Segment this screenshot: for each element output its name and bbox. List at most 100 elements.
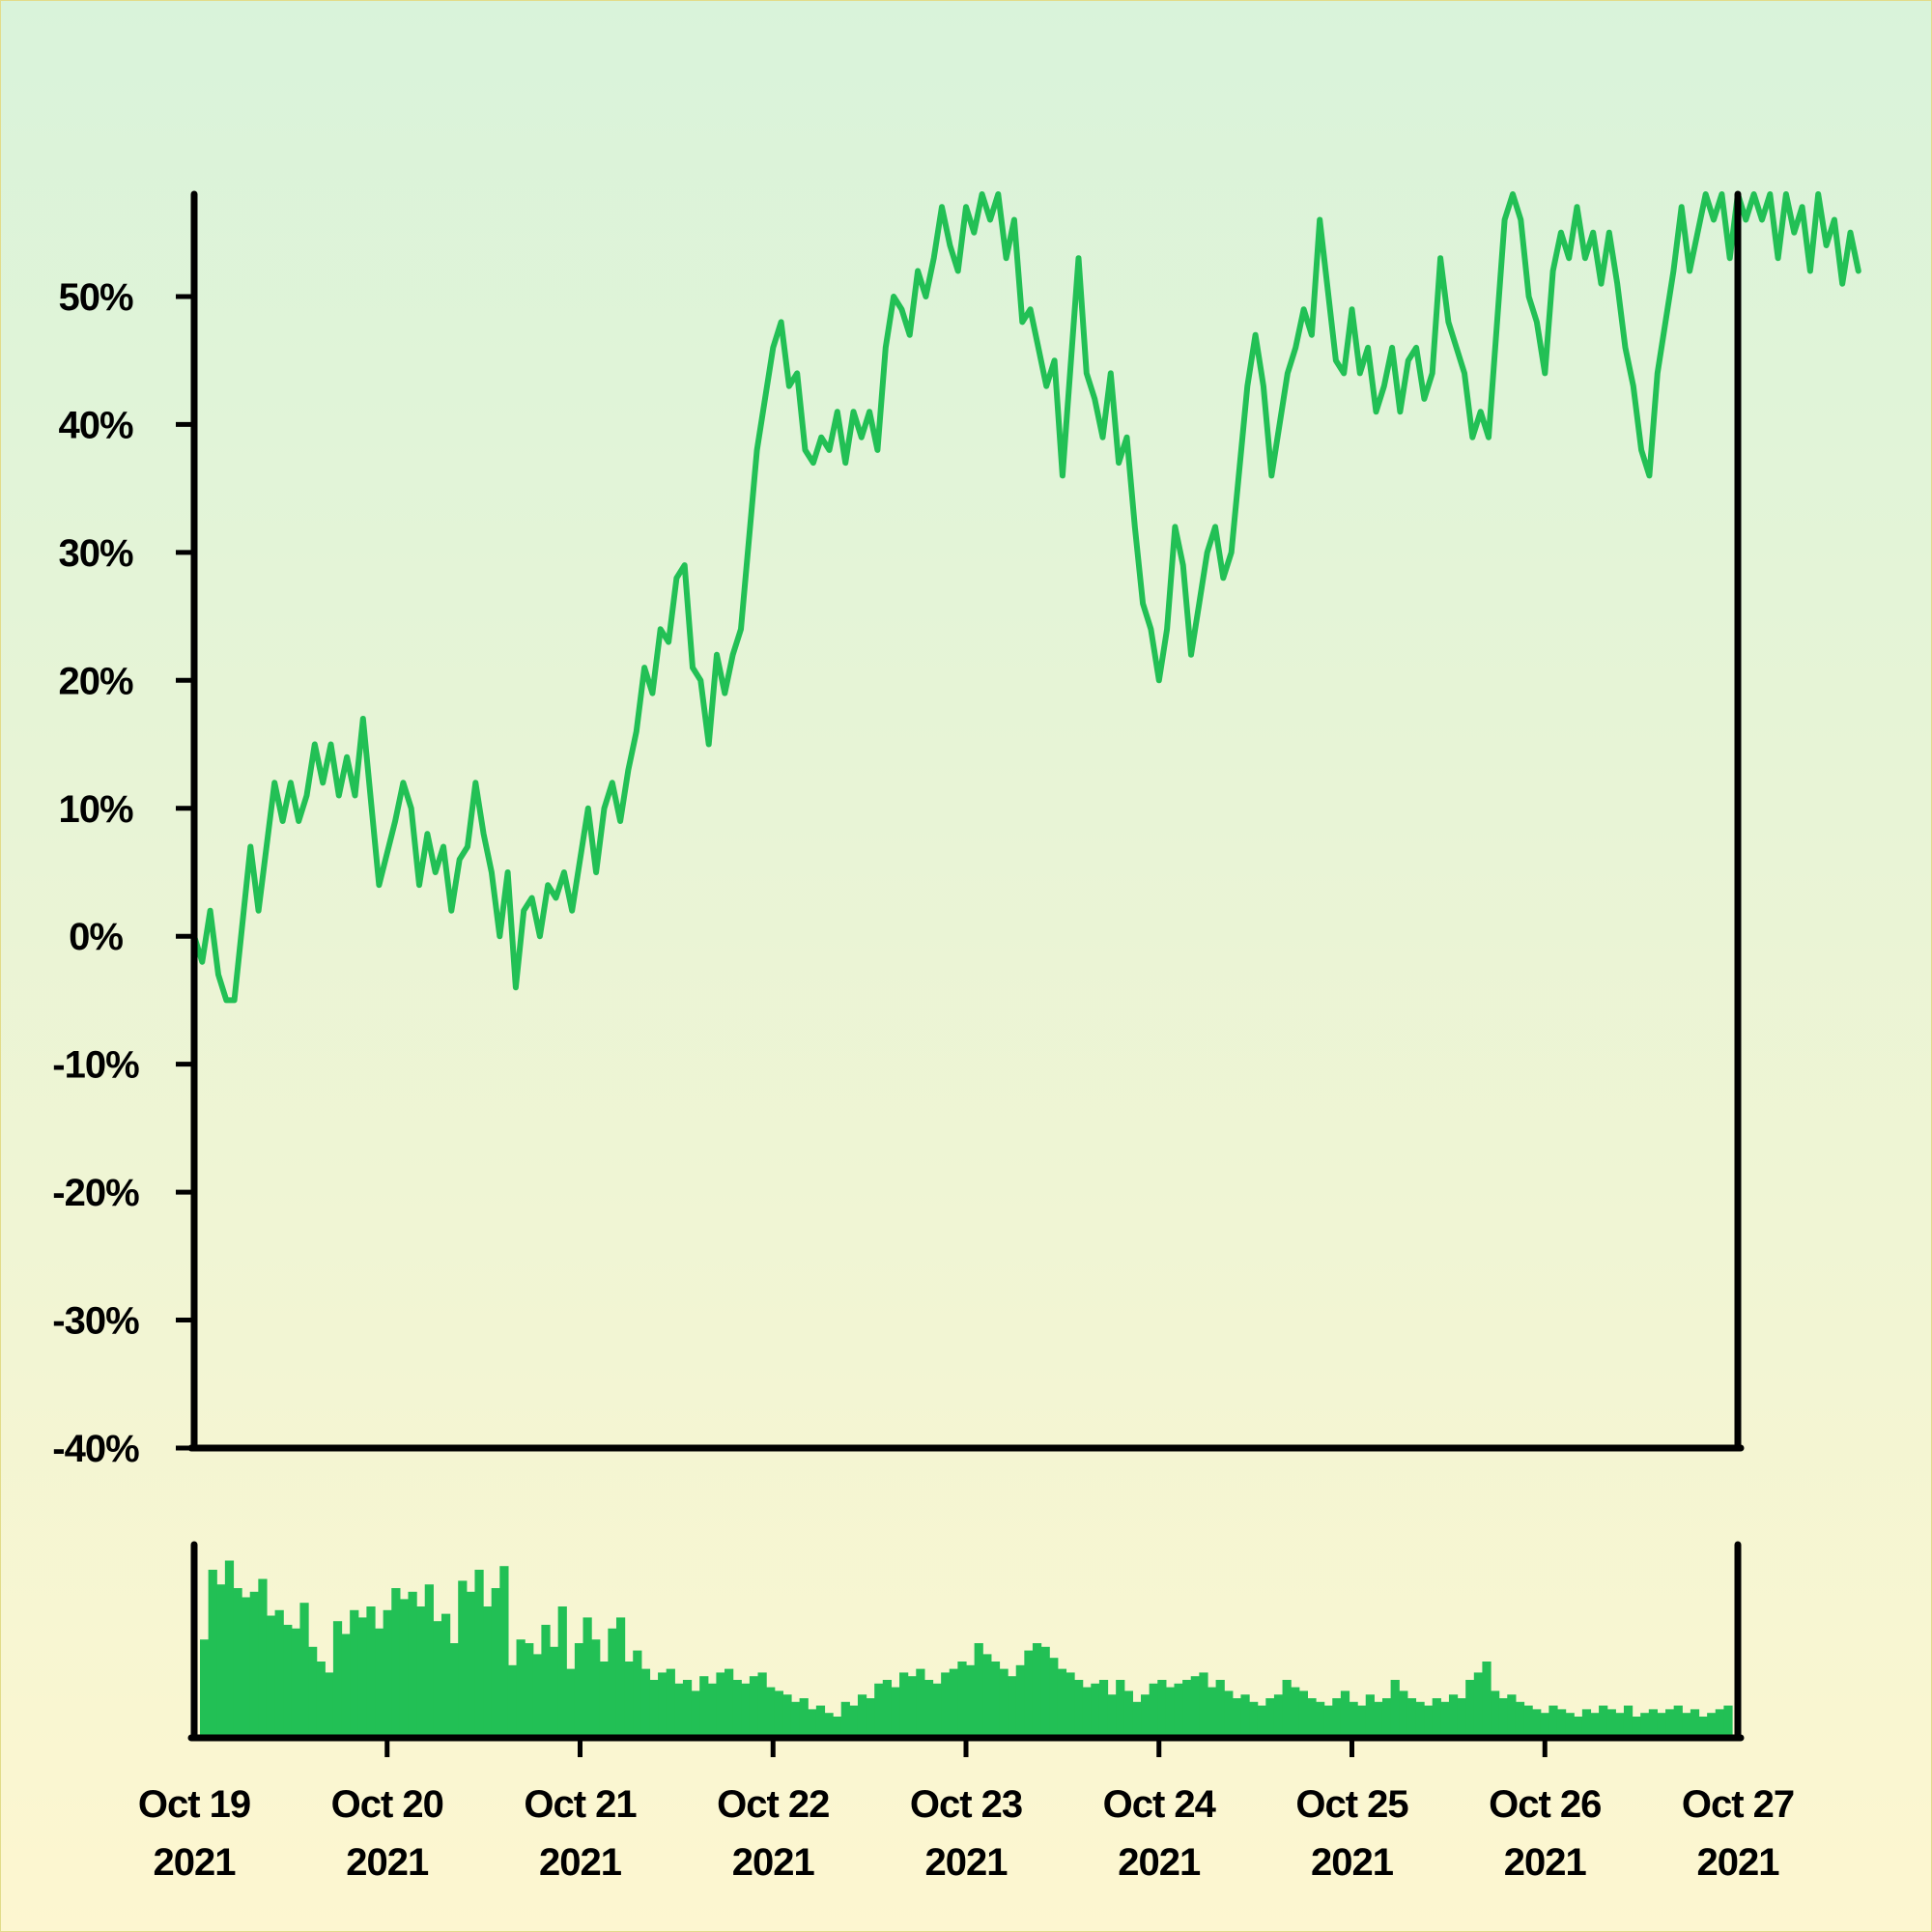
- volume-bar: [824, 1713, 834, 1735]
- volume-bar: [741, 1683, 751, 1735]
- y-tick-label: 0%: [69, 916, 123, 958]
- volume-bar: [375, 1628, 384, 1735]
- volume-bar: [882, 1680, 893, 1735]
- y-tick-label: 50%: [58, 276, 132, 319]
- volume-bar: [433, 1621, 442, 1735]
- volume-bar: [766, 1687, 776, 1735]
- volume-bar: [316, 1662, 326, 1735]
- volume-bar: [707, 1683, 718, 1735]
- volume-bar: [458, 1580, 468, 1735]
- volume-bar: [233, 1588, 242, 1735]
- volume-bar: [649, 1680, 659, 1735]
- volume-bar: [1540, 1713, 1549, 1735]
- volume-bar: [815, 1705, 826, 1735]
- volume-bar: [357, 1617, 367, 1735]
- volume-bar: [1440, 1701, 1450, 1735]
- volume-bar: [916, 1668, 925, 1735]
- volume-bar: [1332, 1698, 1342, 1735]
- volume-bar: [266, 1615, 276, 1735]
- y-axis-ticks: 50% 40% 30% 20% 10% 0% -10% -20% -30% -40%: [52, 276, 194, 1470]
- volume-bar: [424, 1584, 434, 1735]
- volume-bar: [1123, 1690, 1133, 1735]
- y-tick-label: 40%: [58, 404, 132, 446]
- volume-bar: [1024, 1650, 1034, 1735]
- volume-bar: [749, 1676, 759, 1735]
- volume-bar: [999, 1668, 1009, 1735]
- volume-bar: [633, 1650, 642, 1735]
- volume-bar: [1615, 1713, 1625, 1735]
- x-tick-year: 2021: [925, 1841, 1009, 1884]
- volume-bar: [440, 1613, 451, 1735]
- x-tick-label: Oct 23: [910, 1783, 1022, 1826]
- volume-bar: [1249, 1701, 1259, 1735]
- volume-bar: [1132, 1701, 1142, 1735]
- volume-bar: [249, 1591, 259, 1735]
- y-tick-label: 30%: [58, 532, 132, 575]
- volume-bar: [1082, 1687, 1092, 1735]
- y-tick-label: -20%: [52, 1172, 139, 1214]
- x-tick-year: 2021: [1311, 1841, 1394, 1884]
- volume-bar: [790, 1701, 801, 1735]
- x-tick-year: 2021: [154, 1841, 237, 1884]
- volume-bar: [1032, 1643, 1042, 1735]
- volume-bar: [1548, 1705, 1558, 1735]
- volume-bar: [483, 1606, 493, 1735]
- volume-bar: [716, 1672, 725, 1735]
- volume-bar: [1291, 1687, 1300, 1735]
- volume-bar: [1690, 1709, 1700, 1735]
- volume-bar: [1323, 1705, 1333, 1735]
- volume-bar: [1040, 1646, 1050, 1735]
- volume-bar: [408, 1591, 417, 1735]
- volume-bar: [1199, 1672, 1208, 1735]
- volume-bar: [1465, 1680, 1475, 1735]
- volume-bar: [674, 1683, 684, 1735]
- volume-bar: [341, 1634, 351, 1735]
- volume-bar: [982, 1654, 992, 1735]
- volume-bar: [1574, 1717, 1583, 1735]
- volume-bar: [624, 1662, 634, 1735]
- volume-bar: [1698, 1717, 1708, 1735]
- volume-bar: [891, 1687, 900, 1735]
- volume-bar: [808, 1709, 817, 1735]
- volume-bar: [1008, 1676, 1017, 1735]
- volume-bar: [1498, 1698, 1508, 1735]
- volume-bar: [574, 1643, 584, 1735]
- volume-bar: [1316, 1701, 1325, 1735]
- volume-bar: [1065, 1672, 1075, 1735]
- volume-bar: [399, 1599, 410, 1735]
- volume-bar: [1507, 1694, 1517, 1735]
- volume-bar: [525, 1643, 534, 1735]
- x-tick-year: 2021: [732, 1841, 815, 1884]
- volume-bar: [1340, 1690, 1350, 1735]
- volume-bar: [1273, 1694, 1284, 1735]
- volume-bar: [1224, 1690, 1234, 1735]
- y-tick-label: -30%: [52, 1300, 139, 1343]
- volume-bar: [774, 1690, 783, 1735]
- volume-bar: [1307, 1698, 1317, 1735]
- volume-bar: [332, 1621, 343, 1735]
- volume-bar: [1149, 1683, 1158, 1735]
- volume-bar: [1174, 1683, 1183, 1735]
- volume-bar: [1207, 1687, 1217, 1735]
- volume-bar: [283, 1625, 293, 1735]
- volume-bar: [1282, 1680, 1292, 1735]
- volume-bar: [1424, 1705, 1434, 1735]
- volume-bar: [1365, 1694, 1375, 1735]
- volume-bar: [1432, 1698, 1441, 1735]
- volume-bar: [1116, 1680, 1125, 1735]
- x-tick-year: 2021: [1504, 1841, 1587, 1884]
- volume-bar: [799, 1698, 809, 1735]
- volume-bar: [258, 1578, 268, 1735]
- volume-bar: [350, 1609, 359, 1735]
- volume-bar: [1049, 1658, 1059, 1735]
- volume-bar: [615, 1617, 626, 1735]
- volume-bar: [923, 1680, 934, 1735]
- volume-bar: [849, 1705, 859, 1735]
- y-tick-label: 20%: [58, 660, 132, 702]
- volume-bar: [1374, 1701, 1383, 1735]
- volume-bar: [591, 1639, 601, 1735]
- volume-bar: [1640, 1713, 1650, 1735]
- volume-bar: [1074, 1680, 1084, 1735]
